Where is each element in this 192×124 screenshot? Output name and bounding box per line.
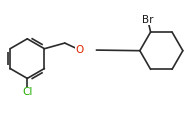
Text: Br: Br xyxy=(142,15,153,25)
Text: Cl: Cl xyxy=(22,87,32,97)
Text: O: O xyxy=(75,45,84,55)
